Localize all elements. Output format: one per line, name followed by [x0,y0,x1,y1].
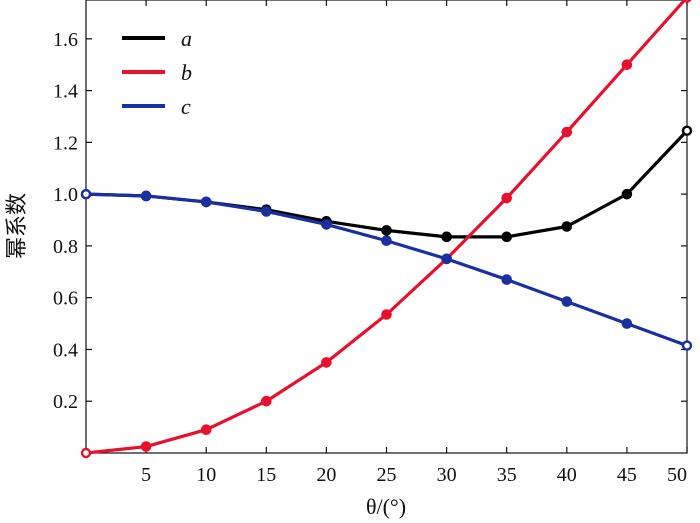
data-point-b [140,441,152,452]
y-tick-label: 0.2 [53,391,78,413]
data-point-c [381,235,392,247]
y-axis-title: 幂系数 [4,193,29,259]
data-point-c [200,196,212,208]
x-tick-label: 30 [437,464,457,486]
y-tick-label: 0.4 [53,339,78,361]
legend-label-a: a [181,26,192,51]
data-point-c [621,318,633,329]
y-tick-label: 0.6 [53,288,78,310]
data-point-b [682,0,692,3]
y-tick-label: 0.8 [53,236,78,258]
x-axis: 5 10 15 20 25 30 35 40 45 50 [141,0,688,486]
data-point-c [681,340,693,351]
x-tick-label: 20 [316,464,336,486]
data-point-a [441,231,452,243]
x-tick-label: 45 [617,464,637,486]
x-tick-label: 40 [557,464,577,486]
data-point-a [681,125,693,136]
y-tick-label: 1.0 [53,184,78,206]
x-axis-title: θ/(°) [366,494,406,519]
data-point-c [140,190,152,202]
y-axis: 0.2 0.4 0.6 0.8 1.0 1.2 1.4 1.6 [53,29,687,413]
legend: abc [122,26,192,119]
data-point-b [621,59,633,71]
legend-item-a: a [122,26,192,51]
data-point-b [501,192,513,204]
x-tick-label: 15 [256,464,276,486]
y-tick-label: 1.6 [53,29,78,51]
legend-label-c: c [181,94,191,119]
series-c [80,188,693,351]
data-point-a [381,225,392,236]
x-tick-label: 50 [667,464,687,486]
legend-label-b: b [181,60,192,85]
x-tick-label: 5 [141,464,151,486]
data-point-b [321,357,332,368]
data-point-c [321,219,332,230]
data-point-b [80,447,92,459]
legend-item-b: b [122,60,192,85]
data-point-a [501,231,513,243]
data-point-b [200,424,212,436]
data-point-c [561,296,573,307]
legend-item-c: c [122,94,191,119]
x-tick-label: 35 [497,464,517,486]
data-point-c [501,274,513,285]
x-tick-label: 10 [196,464,216,486]
data-point-c [441,253,452,265]
y-tick-label: 1.2 [53,132,78,154]
data-point-b [261,395,272,407]
y-tick-label: 1.4 [53,81,78,103]
series-layer [80,0,693,459]
x-tick-label: 25 [377,464,397,486]
data-point-b [561,126,573,138]
data-point-c [261,206,272,217]
data-point-b [381,309,392,320]
data-point-a [621,188,633,200]
data-point-a [561,221,573,232]
data-point-c [80,188,92,200]
